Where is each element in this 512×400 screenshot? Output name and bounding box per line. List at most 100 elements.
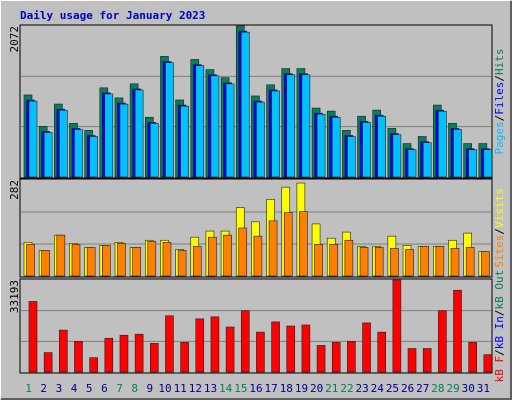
bar <box>468 342 477 373</box>
bar <box>89 136 98 178</box>
x-tick-label: 13 <box>204 382 217 395</box>
bar <box>195 65 205 178</box>
bar <box>407 149 417 178</box>
bar <box>347 341 356 373</box>
legend-entry: Sites <box>493 235 506 268</box>
bar <box>377 331 387 373</box>
x-tick-label: 30 <box>462 382 475 395</box>
bar <box>286 74 296 178</box>
x-tick-label: 2 <box>40 382 47 395</box>
legend-entry: Pages <box>493 121 506 154</box>
bar <box>392 134 402 178</box>
bar <box>210 316 220 373</box>
bar <box>149 343 159 373</box>
legend: kB F/kB In/kB Out <box>493 270 506 383</box>
bar <box>316 113 326 178</box>
legend-entry: kB In <box>493 316 506 349</box>
x-tick-label: 7 <box>116 382 123 395</box>
bar <box>74 129 83 178</box>
legend-separator: / <box>493 309 506 316</box>
legend-entry: kB F <box>493 356 506 383</box>
bar <box>28 301 38 373</box>
bar <box>119 334 129 373</box>
bar <box>74 341 83 373</box>
x-tick-label: 15 <box>234 382 247 395</box>
bar <box>483 354 493 373</box>
bar <box>344 239 354 277</box>
bar <box>225 326 235 373</box>
bar <box>377 115 387 178</box>
legend-entry: Visits <box>493 188 506 228</box>
x-tick-label: 16 <box>249 382 262 395</box>
x-tick-label: 10 <box>158 382 171 395</box>
x-tick-label: 24 <box>371 382 385 395</box>
y-tick-label: 282 <box>8 180 21 200</box>
bar <box>362 122 371 178</box>
bar <box>314 244 323 277</box>
x-tick-label: 14 <box>219 382 233 395</box>
bar <box>407 348 417 373</box>
bar <box>147 240 157 277</box>
bar <box>240 310 250 373</box>
bar <box>180 342 189 373</box>
x-tick-label: 31 <box>477 382 490 395</box>
x-tick-label: 23 <box>356 382 369 395</box>
bar <box>43 132 53 178</box>
bar <box>180 105 189 178</box>
bar <box>253 235 263 277</box>
bar <box>422 348 432 373</box>
bar <box>132 247 141 277</box>
x-tick-label: 18 <box>280 382 293 395</box>
bar <box>102 245 111 277</box>
bar <box>405 249 414 277</box>
bar <box>299 211 308 277</box>
bar <box>359 247 369 277</box>
bar <box>362 322 371 373</box>
bar <box>256 331 265 373</box>
bar <box>374 247 384 277</box>
bar <box>435 246 445 277</box>
bar <box>117 243 126 277</box>
legend-separator: / <box>493 75 506 82</box>
bar <box>238 227 248 277</box>
bar <box>392 279 402 373</box>
x-tick-label: 20 <box>310 382 323 395</box>
bar <box>331 342 341 373</box>
bar <box>71 244 81 277</box>
legend-separator: / <box>493 228 506 235</box>
bar <box>223 234 232 277</box>
x-tick-label: 3 <box>56 382 63 395</box>
bar <box>104 337 114 373</box>
bar <box>422 142 432 178</box>
x-tick-label: 28 <box>431 382 444 395</box>
bar <box>301 324 311 373</box>
bar <box>59 329 68 373</box>
y-tick-label: 2072 <box>8 26 21 53</box>
bar <box>453 129 462 178</box>
bar <box>453 289 462 373</box>
bar <box>268 220 278 277</box>
y-tick-label: 33193 <box>8 280 21 313</box>
x-tick-label: 19 <box>295 382 308 395</box>
bar <box>450 248 460 277</box>
bar <box>192 246 202 277</box>
x-tick-label: 8 <box>131 382 138 395</box>
bar <box>195 318 205 373</box>
bar <box>26 244 35 277</box>
x-tick-label: 9 <box>147 382 154 395</box>
bar <box>347 136 356 178</box>
bar <box>271 90 280 178</box>
bar <box>59 109 68 178</box>
legend: Sites/Visits <box>493 188 506 268</box>
bar <box>165 62 174 178</box>
bar <box>468 149 477 178</box>
bar <box>438 110 447 178</box>
legend-entry: Hits <box>493 49 506 76</box>
x-tick-label: 17 <box>265 382 278 395</box>
bar <box>149 123 159 178</box>
bar <box>41 250 50 277</box>
bar <box>165 315 174 373</box>
bar <box>104 93 114 178</box>
bar <box>256 101 265 178</box>
